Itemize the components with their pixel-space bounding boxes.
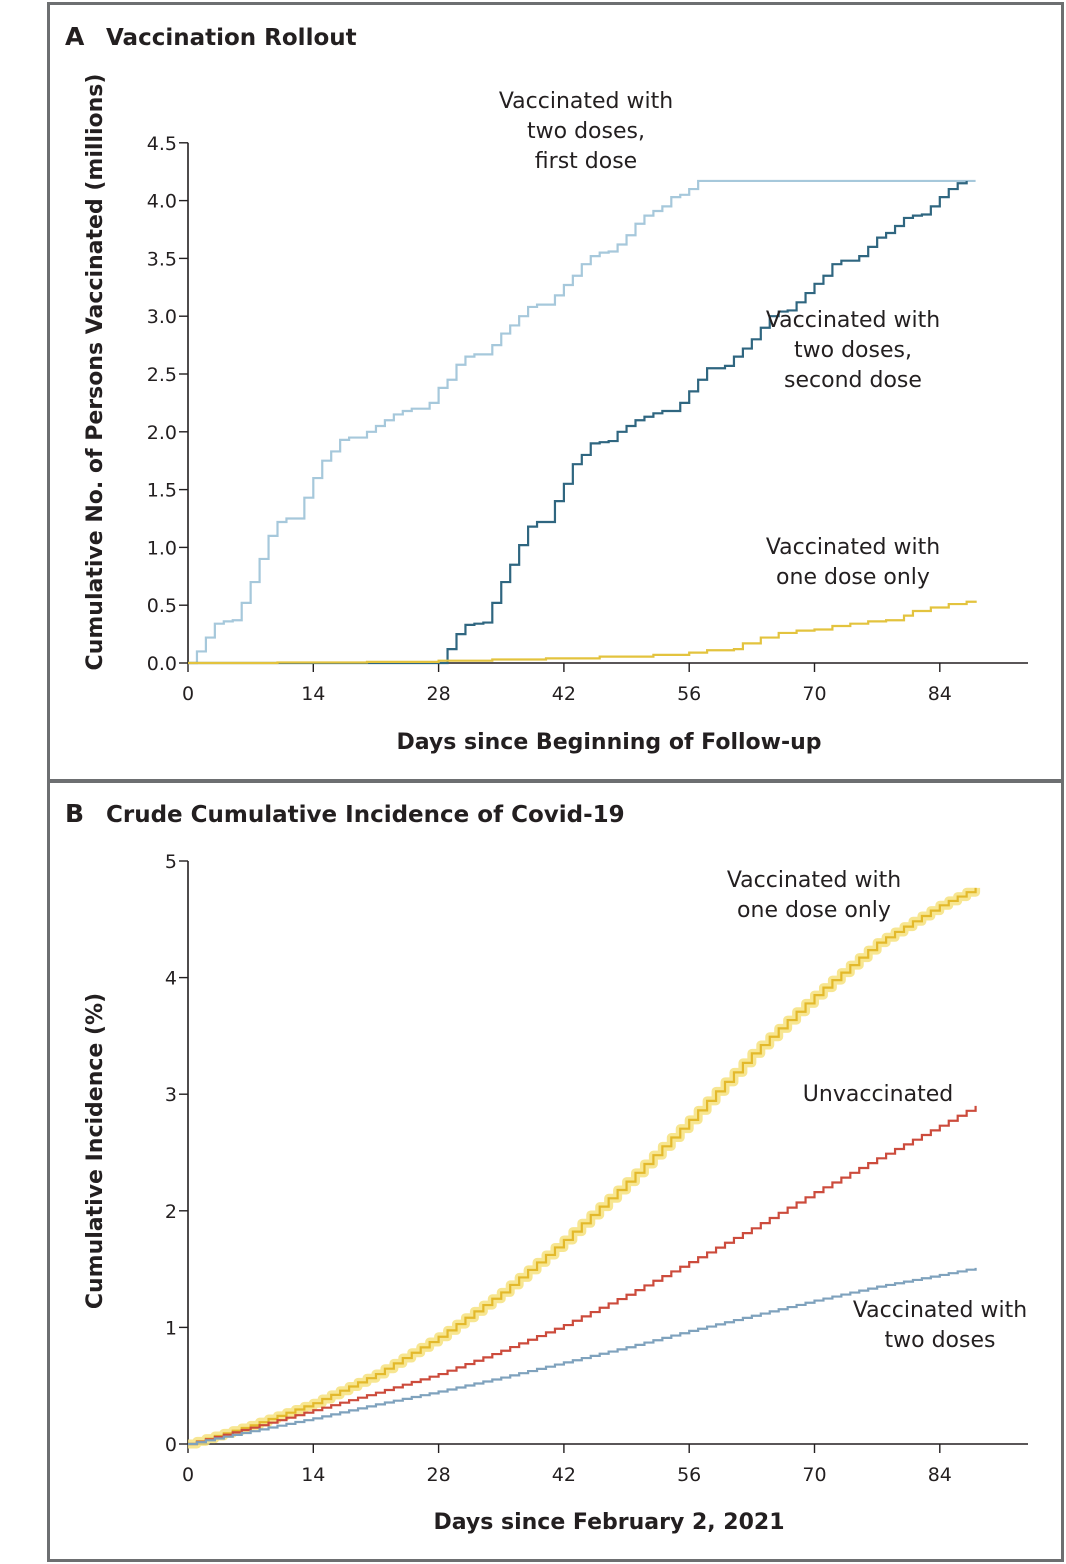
panel-b-series-two-doses-label: Vaccinated with — [853, 1298, 1027, 1323]
panel-a-series-first-dose-label: first dose — [535, 149, 637, 174]
panel-a-series-first-dose-label: Vaccinated with — [499, 89, 673, 114]
panel-a-series-one-dose-only-label: Vaccinated with — [766, 535, 940, 560]
panel-b-x-tick-label: 84 — [928, 1464, 952, 1486]
panel-a-y-tick-label: 0.0 — [147, 653, 177, 675]
panel-a-chart: A Vaccination Rollout 0.0 0.5 1.0 1.5 2.0 2.5 3.… — [65, 22, 1028, 755]
panel-a-series-second-dose-label: Vaccinated with — [766, 308, 940, 333]
panel-a-y-tick-label: 2.0 — [147, 422, 177, 444]
panel-b-y-tick-label: 4 — [165, 968, 177, 990]
panel-a-x-tick-label: 0 — [182, 683, 194, 705]
panel-b-series-one-dose-only-line — [188, 887, 977, 1446]
panel-a-y-tick-label: 3.5 — [147, 248, 177, 270]
panel-b-y-tick-label: 0 — [165, 1434, 177, 1456]
panel-a-x-tick-label: 14 — [301, 683, 325, 705]
panel-b-letter: B — [65, 799, 84, 828]
panel-a-series-first-dose-label: two doses, — [527, 119, 645, 144]
panel-b-x-tick-label: 0 — [182, 1464, 194, 1486]
panel-a-x-tick-label: 84 — [928, 683, 952, 705]
panel-a-y-tick-label: 0.5 — [147, 595, 177, 617]
panel-a-y-axis-title: Cumulative No. of Persons Vaccinated (mi… — [83, 74, 108, 671]
panel-b-series-one-dose-only-label: Vaccinated with — [727, 868, 901, 893]
panel-a-x-tick-label: 70 — [802, 683, 826, 705]
panel-a-letter: A — [65, 22, 85, 51]
panel-a-series-second-dose-label: second dose — [784, 368, 922, 393]
panel-b-x-tick-label: 28 — [427, 1464, 451, 1486]
panel-a-series-second-dose-label: two doses, — [794, 338, 912, 363]
panel-a-series-second-dose-line — [188, 180, 968, 665]
panel-a-y-tick-label: 1.5 — [147, 480, 177, 502]
panel-a-y-tick-label: 2.5 — [147, 364, 177, 386]
panel-b-series-unvaccinated-label: Unvaccinated — [803, 1082, 953, 1107]
panel-b-series-unvaccinated-line — [188, 1105, 977, 1446]
panel-b-series-two-doses-label: two doses — [885, 1328, 996, 1353]
panel-b-y-tick-label: 5 — [165, 851, 177, 873]
panel-a-y-tick-label: 4.5 — [147, 133, 177, 155]
panel-a-series-one-dose-only-label: one dose only — [776, 565, 930, 590]
panel-a-y-tick-label: 1.0 — [147, 537, 177, 559]
panel-a-y-tick-label: 4.0 — [147, 191, 177, 213]
panel-a-x-tick-label: 56 — [677, 683, 701, 705]
panel-b-chart: B Crude Cumulative Incidence of Covid-19 0… — [65, 799, 1028, 1535]
panel-b-y-axis-title: Cumulative Incidence (%) — [83, 993, 108, 1309]
panel-a-title: Vaccination Rollout — [106, 25, 357, 51]
panel-a-series-first-dose-line — [188, 179, 976, 665]
panel-b-series-two-doses-line — [188, 1267, 977, 1446]
panel-b-frame — [47, 780, 1064, 1562]
panel-a-series-one-dose-only-line — [188, 600, 977, 665]
panel-b-x-tick-label: 70 — [802, 1464, 826, 1486]
panel-a-x-axis-title: Days since Beginning of Follow-up — [396, 730, 821, 755]
panel-b-x-axis-title: Days since February 2, 2021 — [433, 1510, 784, 1535]
panel-b-x-tick-label: 14 — [301, 1464, 325, 1486]
panel-a-x-tick-label: 28 — [427, 683, 451, 705]
panel-b-x-tick-label: 42 — [552, 1464, 576, 1486]
panel-a-x-tick-label: 42 — [552, 683, 576, 705]
panel-b-x-tick-label: 56 — [677, 1464, 701, 1486]
panel-b-series-one-dose-only-label: one dose only — [737, 898, 891, 923]
panel-b-y-tick-label: 2 — [165, 1201, 177, 1223]
panel-b-y-tick-label: 3 — [165, 1084, 177, 1106]
panel-a-y-tick-label: 3.0 — [147, 306, 177, 328]
panel-b-title: Crude Cumulative Incidence of Covid-19 — [106, 802, 625, 828]
panel-b-y-tick-label: 1 — [165, 1317, 177, 1339]
